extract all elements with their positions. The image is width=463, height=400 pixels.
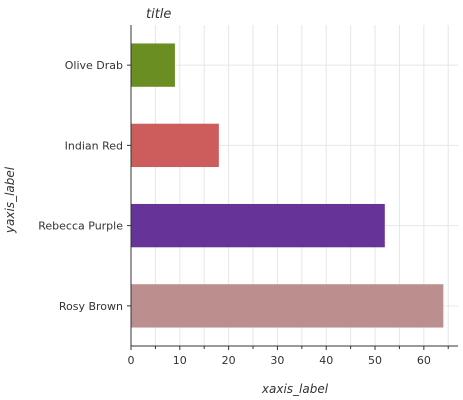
y-tick-label: Indian Red (65, 139, 123, 152)
x-tick-label: 50 (368, 354, 382, 367)
x-tick-label: 60 (417, 354, 431, 367)
bar-olive-drab (131, 43, 175, 87)
y-tick-label: Rosy Brown (59, 300, 123, 313)
x-tick-label: 30 (270, 354, 284, 367)
axes: Rosy Brown Rebecca Purple Indian Red Olive … (38, 25, 458, 367)
x-tick-label: 20 (222, 354, 236, 367)
y-axis-label: yaxis_label (3, 166, 17, 234)
y-tick-label: Olive Drab (65, 59, 123, 72)
y-tick-label: Rebecca Purple (38, 220, 123, 233)
bar-rosy-brown (131, 284, 444, 328)
chart-title: title (146, 7, 171, 22)
x-tick-label: 0 (128, 354, 135, 367)
x-axis-label: xaxis_label (261, 382, 329, 396)
bar-rebecca-purple (131, 203, 385, 248)
bars (131, 43, 444, 328)
x-tick-label: 40 (319, 354, 333, 367)
bar-indian-red (131, 123, 219, 168)
x-tick-label: 10 (173, 354, 187, 367)
